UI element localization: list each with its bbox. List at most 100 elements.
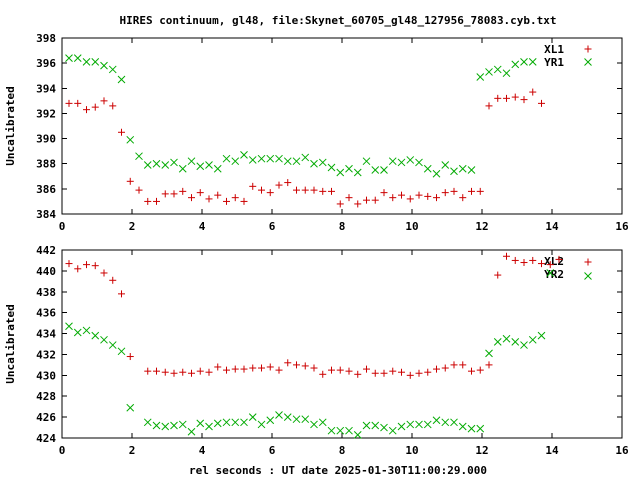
bottom-point-yr2 [537,331,546,340]
top-y-tick-label: 396 [36,57,56,70]
bottom-legend-marker-xl2 [584,258,592,266]
top-y-tick-label: 386 [36,183,56,196]
bottom-point-yr2 [546,269,555,277]
bottom-point-yr2 [397,422,406,431]
top-point-xl1 [109,102,117,110]
bottom-point-xl2 [144,367,152,375]
top-point-xl1 [240,197,248,205]
bottom-point-yr2 [388,426,397,435]
bottom-point-xl2 [153,367,160,375]
top-point-xl1 [83,106,90,114]
bottom-legend-marker-yr2 [584,272,592,280]
top-point-yr1 [283,157,292,166]
top-point-xl1 [485,102,493,110]
bottom-point-xl2 [196,367,204,375]
bottom-point-yr2 [301,415,310,424]
bottom-point-yr2 [441,418,450,427]
bottom-y-tick-label: 432 [36,348,56,361]
top-point-yr1 [231,157,240,166]
top-point-xl1 [354,200,362,208]
top-y-axis-label: Uncalibrated [4,86,17,165]
top-point-xl1 [284,179,292,187]
top-point-yr1 [493,65,502,74]
top-point-xl1 [398,191,405,199]
top-point-xl1 [65,99,73,107]
bottom-point-xl2 [109,276,117,284]
top-plot-panel: Uncalibrated XL1 YR1 0 2 4 6 8 10 12 14 16 384 386… [4,32,629,233]
top-point-xl1 [144,197,152,205]
bottom-point-yr2 [362,421,371,430]
top-legend-marker-yr1 [584,58,592,66]
bottom-point-xl2 [459,361,467,369]
top-point-yr1 [275,154,283,163]
bottom-point-xl2 [555,255,563,263]
bottom-y-tick-label: 440 [36,265,56,278]
top-point-xl1 [319,187,327,195]
top-point-yr1 [301,153,310,162]
bottom-point-yr2 [318,418,327,427]
top-point-yr1 [213,164,222,173]
top-point-yr1 [432,169,441,178]
top-point-yr1 [152,159,161,168]
bottom-point-xl2 [118,290,125,298]
top-point-xl1 [249,182,257,190]
top-point-yr1 [117,75,126,84]
top-legend-marker-xl1 [584,45,592,53]
top-y-tick-label: 398 [36,32,56,45]
bottom-point-yr2 [205,422,213,431]
bottom-point-xl2 [284,359,292,367]
bottom-legend-label-xl2: XL2 [544,255,564,268]
bottom-point-yr2 [100,335,108,344]
bottom-point-xl2 [310,364,318,372]
bottom-point-yr2 [82,326,91,335]
bottom-point-yr2 [310,420,318,429]
bottom-point-xl2 [354,370,362,378]
top-point-xl1 [363,196,370,204]
bottom-point-xl2 [363,365,370,373]
bottom-y-tick-label: 434 [36,328,56,341]
bottom-point-xl2 [65,260,73,268]
top-point-yr1 [266,154,275,163]
bottom-y-axis-label: Uncalibrated [4,304,17,383]
top-point-xl1 [371,196,379,204]
top-point-xl1 [345,194,353,202]
top-point-xl1 [511,93,519,101]
top-point-xl1 [406,195,414,203]
bottom-x-tick-label: 6 [269,444,276,457]
bottom-point-xl2 [450,361,458,369]
bottom-point-yr2 [432,416,441,425]
bottom-point-yr2 [520,341,528,349]
bottom-point-yr2 [485,349,493,358]
bottom-point-xl2 [301,362,309,370]
top-point-yr1 [187,157,196,166]
top-point-yr1 [362,157,371,166]
bottom-point-xl2 [74,265,82,273]
top-point-xl1 [441,189,449,197]
bottom-point-yr2 [511,338,520,346]
bottom-x-tick-label: 2 [129,444,136,457]
bottom-point-yr2 [178,420,187,429]
top-point-xl1 [459,194,467,202]
top-point-yr1 [82,58,91,66]
top-point-yr1 [441,161,450,169]
bottom-series-yr2 [65,269,555,439]
top-point-xl1 [529,88,537,96]
bottom-x-tick-label: 4 [199,444,206,457]
bottom-point-xl2 [188,369,195,377]
top-point-yr1 [458,164,467,173]
bottom-x-tick-label: 0 [59,444,66,457]
top-point-yr1 [196,162,205,171]
top-x-tick-label: 14 [545,220,559,233]
top-y-tick-label: 390 [36,133,56,146]
bottom-y-tick-label: 436 [36,307,56,320]
bottom-point-yr2 [380,423,388,432]
top-x-tick-label: 4 [199,220,206,233]
bottom-point-xl2 [380,369,388,377]
top-point-xl1 [179,187,187,195]
top-point-xl1 [503,94,510,102]
bottom-point-yr2 [143,418,152,427]
top-point-yr1 [205,161,213,169]
bottom-point-xl2 [503,252,510,260]
top-x-tick-label: 16 [615,220,629,233]
top-point-xl1 [494,94,502,102]
